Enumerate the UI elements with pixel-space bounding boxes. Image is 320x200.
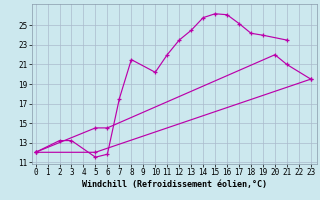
X-axis label: Windchill (Refroidissement éolien,°C): Windchill (Refroidissement éolien,°C) xyxy=(82,180,267,189)
